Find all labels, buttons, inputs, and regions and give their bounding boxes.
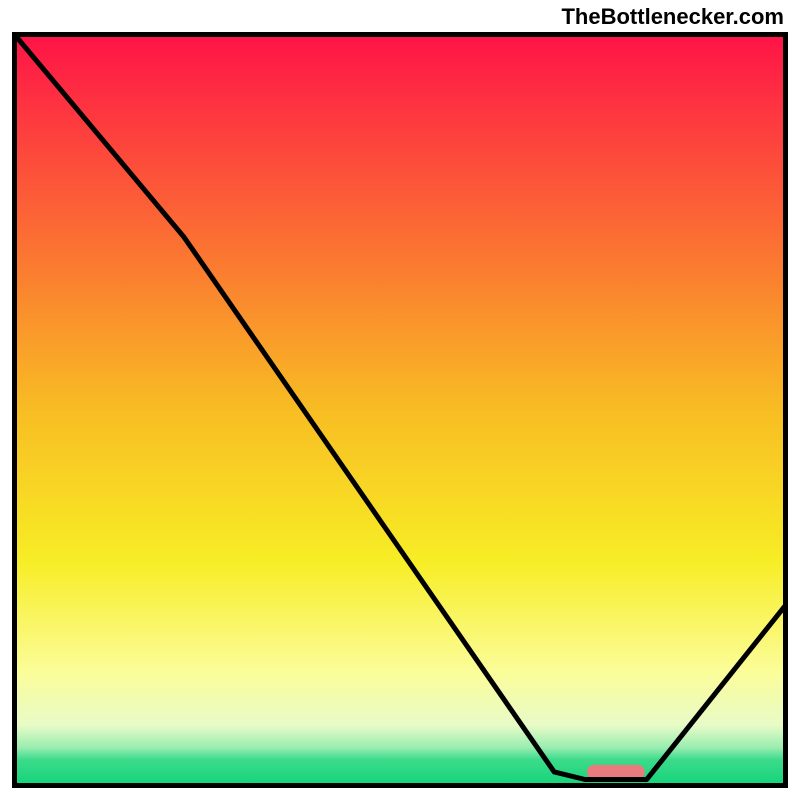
plot-area — [12, 32, 788, 788]
chart-root: TheBottlenecker.com — [0, 0, 800, 800]
optimal-marker — [587, 765, 645, 779]
gradient-background — [15, 35, 786, 786]
chart-svg — [12, 32, 788, 788]
watermark-text: TheBottlenecker.com — [561, 4, 784, 30]
